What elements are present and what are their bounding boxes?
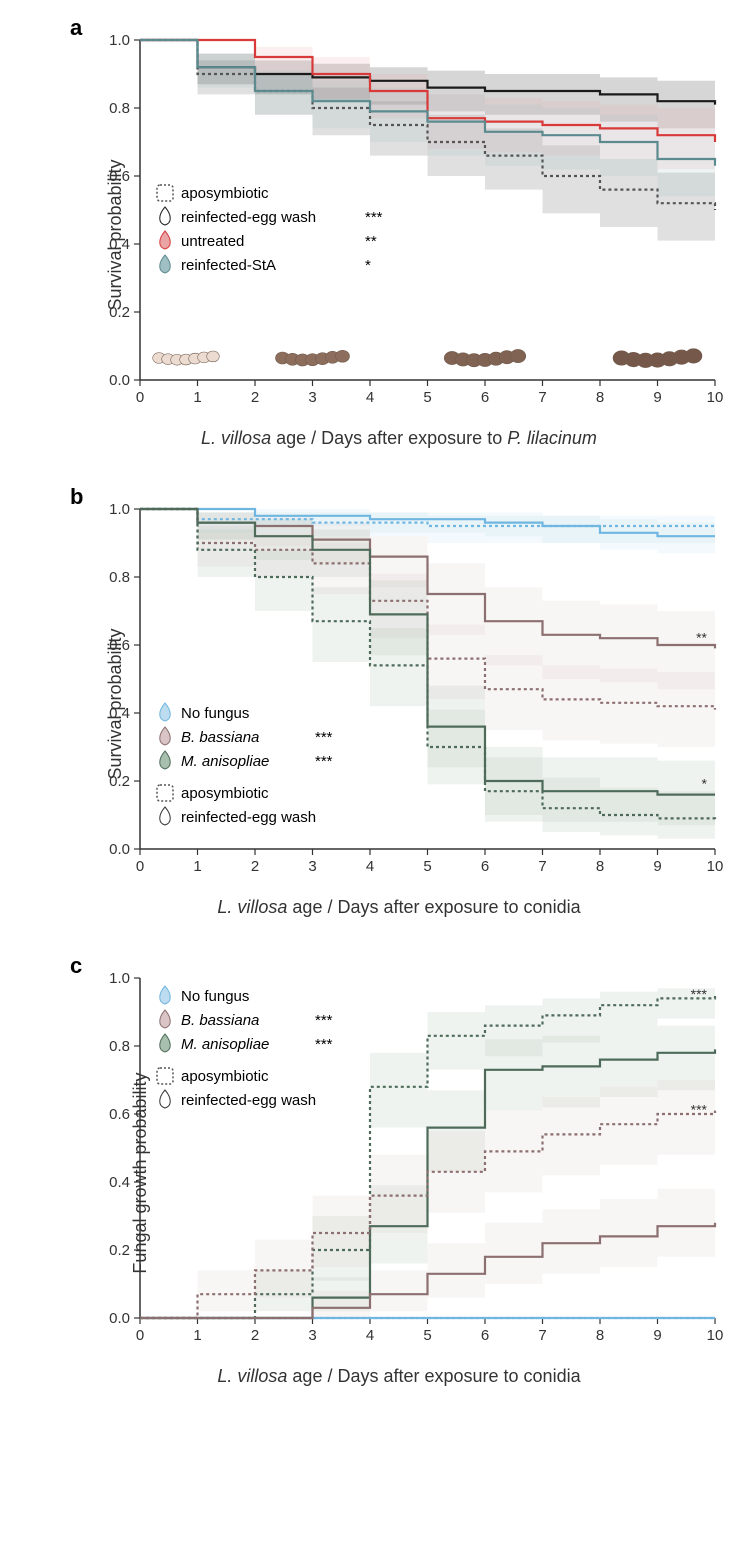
panel-label-a: a: [70, 15, 82, 41]
svg-text:3: 3: [308, 858, 316, 875]
yaxis-label-b: Survival probability: [105, 628, 126, 779]
svg-text:4: 4: [366, 389, 374, 406]
yaxis-label-a: Survival probability: [105, 159, 126, 310]
svg-text:reinfected-egg wash: reinfected-egg wash: [181, 209, 316, 226]
svg-text:1: 1: [193, 389, 201, 406]
svg-text:reinfected-StA: reinfected-StA: [181, 257, 276, 274]
panel-label-c: c: [70, 953, 82, 979]
svg-text:5: 5: [423, 858, 431, 875]
chart-wrap-a: Survival probability 0.00.20.40.60.81.00…: [90, 20, 708, 449]
svg-text:0.0: 0.0: [109, 1310, 130, 1327]
svg-text:0: 0: [136, 389, 144, 406]
svg-text:No fungus: No fungus: [181, 988, 249, 1005]
svg-text:2: 2: [251, 1327, 259, 1344]
svg-text:***: ***: [691, 986, 708, 1002]
svg-text:0: 0: [136, 1327, 144, 1344]
svg-text:***: ***: [315, 729, 333, 746]
svg-text:M. anisopliae: M. anisopliae: [181, 753, 269, 770]
svg-text:6: 6: [481, 389, 489, 406]
svg-text:2: 2: [251, 858, 259, 875]
svg-text:0.4: 0.4: [109, 1174, 130, 1191]
svg-text:**: **: [696, 629, 707, 645]
svg-text:M. anisopliae: M. anisopliae: [181, 1036, 269, 1053]
svg-text:10: 10: [707, 389, 724, 406]
svg-text:untreated: untreated: [181, 233, 244, 250]
svg-text:aposymbiotic: aposymbiotic: [181, 185, 269, 202]
xaxis-label-a: L. villosa age / Days after exposure to …: [90, 428, 708, 449]
svg-text:***: ***: [315, 753, 333, 770]
svg-text:0.8: 0.8: [109, 1038, 130, 1055]
svg-text:7: 7: [538, 858, 546, 875]
svg-text:0.0: 0.0: [109, 372, 130, 389]
svg-text:*: *: [702, 776, 708, 792]
svg-text:4: 4: [366, 858, 374, 875]
svg-text:No fungus: No fungus: [181, 705, 249, 722]
svg-text:aposymbiotic: aposymbiotic: [181, 785, 269, 802]
xaxis-post-b: age / Days after exposure to conidia: [287, 897, 580, 917]
svg-text:1: 1: [193, 858, 201, 875]
svg-text:3: 3: [308, 1327, 316, 1344]
svg-text:1: 1: [193, 1327, 201, 1344]
svg-text:10: 10: [707, 858, 724, 875]
svg-text:9: 9: [653, 389, 661, 406]
svg-text:1.0: 1.0: [109, 32, 130, 49]
xaxis-italic2-a: P. lilacinum: [507, 428, 597, 448]
svg-text:reinfected-egg wash: reinfected-egg wash: [181, 809, 316, 826]
svg-text:9: 9: [653, 1327, 661, 1344]
svg-text:8: 8: [596, 1327, 604, 1344]
xaxis-italic-c: L. villosa: [217, 1366, 287, 1386]
chart-svg-a: 0.00.20.40.60.81.0012345678910aposymbiot…: [90, 20, 730, 420]
svg-text:8: 8: [596, 858, 604, 875]
xaxis-italic-a: L. villosa: [201, 428, 271, 448]
svg-text:0: 0: [136, 858, 144, 875]
xaxis-post-c: age / Days after exposure to conidia: [287, 1366, 580, 1386]
svg-text:7: 7: [538, 1327, 546, 1344]
svg-text:**: **: [365, 233, 377, 250]
svg-text:6: 6: [481, 858, 489, 875]
svg-text:aposymbiotic: aposymbiotic: [181, 1068, 269, 1085]
panel-c: c Fungal growth probability 0.00.20.40.6…: [20, 958, 728, 1387]
chart-svg-b: 0.00.20.40.60.81.0012345678910***No fung…: [90, 489, 730, 889]
xaxis-italic-b: L. villosa: [217, 897, 287, 917]
panel-b: b Survival probability 0.00.20.40.60.81.…: [20, 489, 728, 918]
chart-wrap-b: Survival probability 0.00.20.40.60.81.00…: [90, 489, 708, 918]
xaxis-mid-a: age / Days after exposure to: [271, 428, 507, 448]
svg-text:3: 3: [308, 389, 316, 406]
xaxis-label-c: L. villosa age / Days after exposure to …: [90, 1366, 708, 1387]
svg-text:0.2: 0.2: [109, 1242, 130, 1259]
svg-text:7: 7: [538, 389, 546, 406]
svg-text:0.0: 0.0: [109, 841, 130, 858]
svg-text:B. bassiana: B. bassiana: [181, 1012, 259, 1029]
svg-text:0.6: 0.6: [109, 1106, 130, 1123]
chart-wrap-c: Fungal growth probability 0.0 0.2 0.4 0.6 0.…: [90, 958, 708, 1387]
svg-text:***: ***: [365, 209, 383, 226]
svg-text:1.0: 1.0: [109, 501, 130, 518]
svg-text:0.8: 0.8: [109, 100, 130, 117]
svg-text:8: 8: [596, 389, 604, 406]
svg-text:B. bassiana: B. bassiana: [181, 729, 259, 746]
panel-label-b: b: [70, 484, 83, 510]
svg-text:***: ***: [691, 1102, 708, 1118]
svg-text:5: 5: [423, 1327, 431, 1344]
svg-text:***: ***: [315, 1036, 333, 1053]
panel-a: a Survival probability 0.00.20.40.60.81.…: [20, 20, 728, 449]
svg-text:reinfected-egg wash: reinfected-egg wash: [181, 1092, 316, 1109]
svg-text:0.8: 0.8: [109, 569, 130, 586]
svg-text:6: 6: [481, 1327, 489, 1344]
svg-text:5: 5: [423, 389, 431, 406]
svg-text:*: *: [365, 257, 371, 274]
svg-text:4: 4: [366, 1327, 374, 1344]
yaxis-label-c: Fungal growth probability: [130, 1072, 151, 1273]
svg-text:10: 10: [707, 1327, 724, 1344]
xaxis-label-b: L. villosa age / Days after exposure to …: [90, 897, 708, 918]
chart-svg-c: 0.0 0.2 0.4 0.6 0.8 1.0 0 1 2 3 4 5 6 7 8 9 10 *** *** No f…: [90, 958, 730, 1358]
svg-text:2: 2: [251, 389, 259, 406]
svg-text:***: ***: [315, 1012, 333, 1029]
svg-text:9: 9: [653, 858, 661, 875]
svg-text:1.0: 1.0: [109, 970, 130, 987]
